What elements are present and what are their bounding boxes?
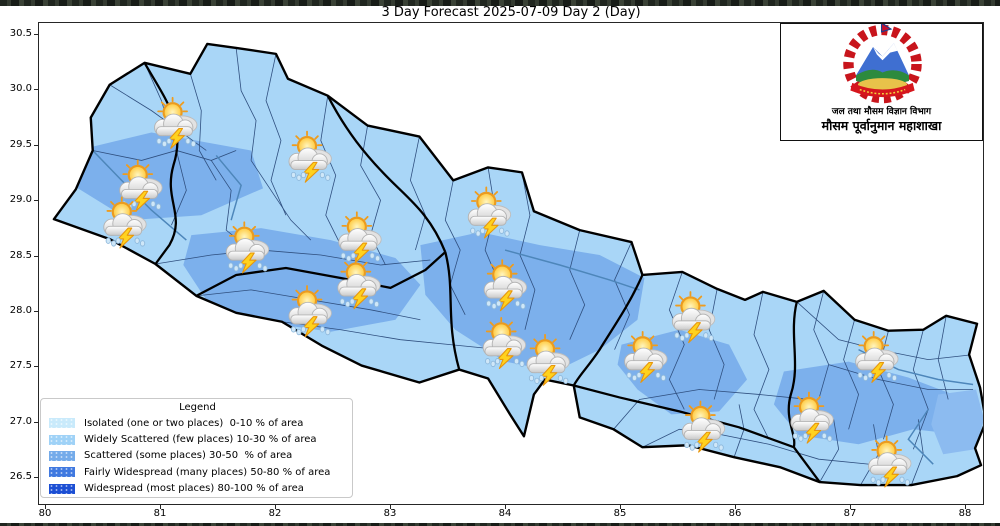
- y-tick-label: 30.5: [9, 28, 32, 39]
- legend-item: Widespread (most places) 80-100 % of are…: [49, 481, 346, 497]
- desktop-edge-strip-top: [0, 0, 1000, 6]
- map-plot-area: Legend Isolated (one or two places) 0-10…: [38, 15, 984, 505]
- y-tick-label: 28.0: [9, 304, 32, 316]
- legend-item: Fairly Widespread (many places) 50-80 % …: [49, 464, 346, 480]
- dhm-division-name: मौसम पूर्वानुमान महाशाखा: [821, 118, 942, 133]
- x-tick-label: 84: [498, 508, 512, 519]
- legend-label: Isolated (one or two places) 0-10 % of a…: [84, 417, 304, 429]
- x-tick-mark: [45, 505, 46, 509]
- legend-swatch-fairly-widespread: [49, 467, 75, 478]
- y-tick-mark: [34, 89, 38, 91]
- x-tick-mark: [160, 505, 161, 509]
- y-tick-label: 29.0: [9, 194, 32, 206]
- x-tick-mark: [735, 505, 736, 509]
- y-tick-label: 28.5: [9, 249, 32, 261]
- x-tick-mark: [620, 505, 621, 509]
- dhm-logo-box: जल तथा मौसम विज्ञान विभाग मौसम पूर्वानुम…: [780, 15, 983, 141]
- x-tick-label: 81: [153, 508, 167, 519]
- legend-label: Widely Scattered (few places) 10-30 % of…: [84, 434, 317, 446]
- y-tick-mark: [34, 34, 38, 35]
- legend-label: Scattered (some places) 30-50 % of area: [84, 450, 293, 462]
- x-tick-mark: [275, 505, 276, 509]
- y-tick-mark: [34, 144, 38, 146]
- nepal-government-emblem: [843, 15, 922, 104]
- y-tick-mark: [34, 310, 38, 312]
- legend-title: Legend: [179, 402, 216, 413]
- nepal-map: [52, 42, 983, 489]
- legend-item: Scattered (some places) 30-50 % of area: [49, 448, 346, 464]
- y-tick-label: 29.5: [9, 138, 32, 150]
- scattered-shade-regions: [74, 132, 983, 455]
- y-tick-label: 27.0: [9, 415, 32, 427]
- x-tick-label: 86: [728, 508, 742, 519]
- y-tick-mark: [34, 421, 38, 423]
- x-tick-label: 83: [383, 508, 397, 519]
- x-tick-mark: [850, 505, 851, 509]
- chart-title: 3 Day Forecast 2025-07-09 Day 2 (Day): [381, 5, 641, 20]
- y-tick-label: 30.0: [9, 83, 32, 95]
- dhm-department-name: जल तथा मौसम विज्ञान विभाग: [831, 107, 932, 117]
- y-tick-mark: [34, 200, 38, 202]
- legend-label: Widespread (most places) 80-100 % of are…: [84, 483, 304, 495]
- nepal-border: [52, 42, 983, 487]
- legend-item: Isolated (one or two places) 0-10 % of a…: [49, 415, 346, 431]
- legend-swatch-widespread: [49, 483, 75, 494]
- legend-box: Legend Isolated (one or two places) 0-10…: [40, 398, 353, 498]
- legend-swatch-widely-scattered: [49, 434, 75, 445]
- legend-swatch-scattered: [49, 450, 75, 461]
- x-tick-label: 85: [613, 508, 627, 519]
- y-tick-mark: [34, 477, 38, 478]
- x-tick-label: 82: [268, 508, 282, 519]
- legend-label: Fairly Widespread (many places) 50-80 % …: [84, 466, 331, 478]
- y-tick-label: 27.5: [9, 360, 32, 372]
- x-tick-label: 80: [38, 508, 52, 519]
- x-tick-label: 88: [958, 508, 972, 519]
- y-tick-mark: [34, 366, 38, 368]
- legend-item: Widely Scattered (few places) 10-30 % of…: [49, 431, 346, 447]
- desktop-edge-strip-bottom: [0, 523, 1000, 526]
- legend-swatch-isolated: [49, 418, 75, 429]
- x-tick-mark: [390, 505, 391, 509]
- x-tick-label: 87: [843, 508, 857, 519]
- x-tick-mark: [965, 505, 966, 509]
- y-tick-mark: [34, 255, 38, 257]
- x-tick-mark: [505, 505, 506, 509]
- y-tick-label: 26.5: [9, 471, 32, 482]
